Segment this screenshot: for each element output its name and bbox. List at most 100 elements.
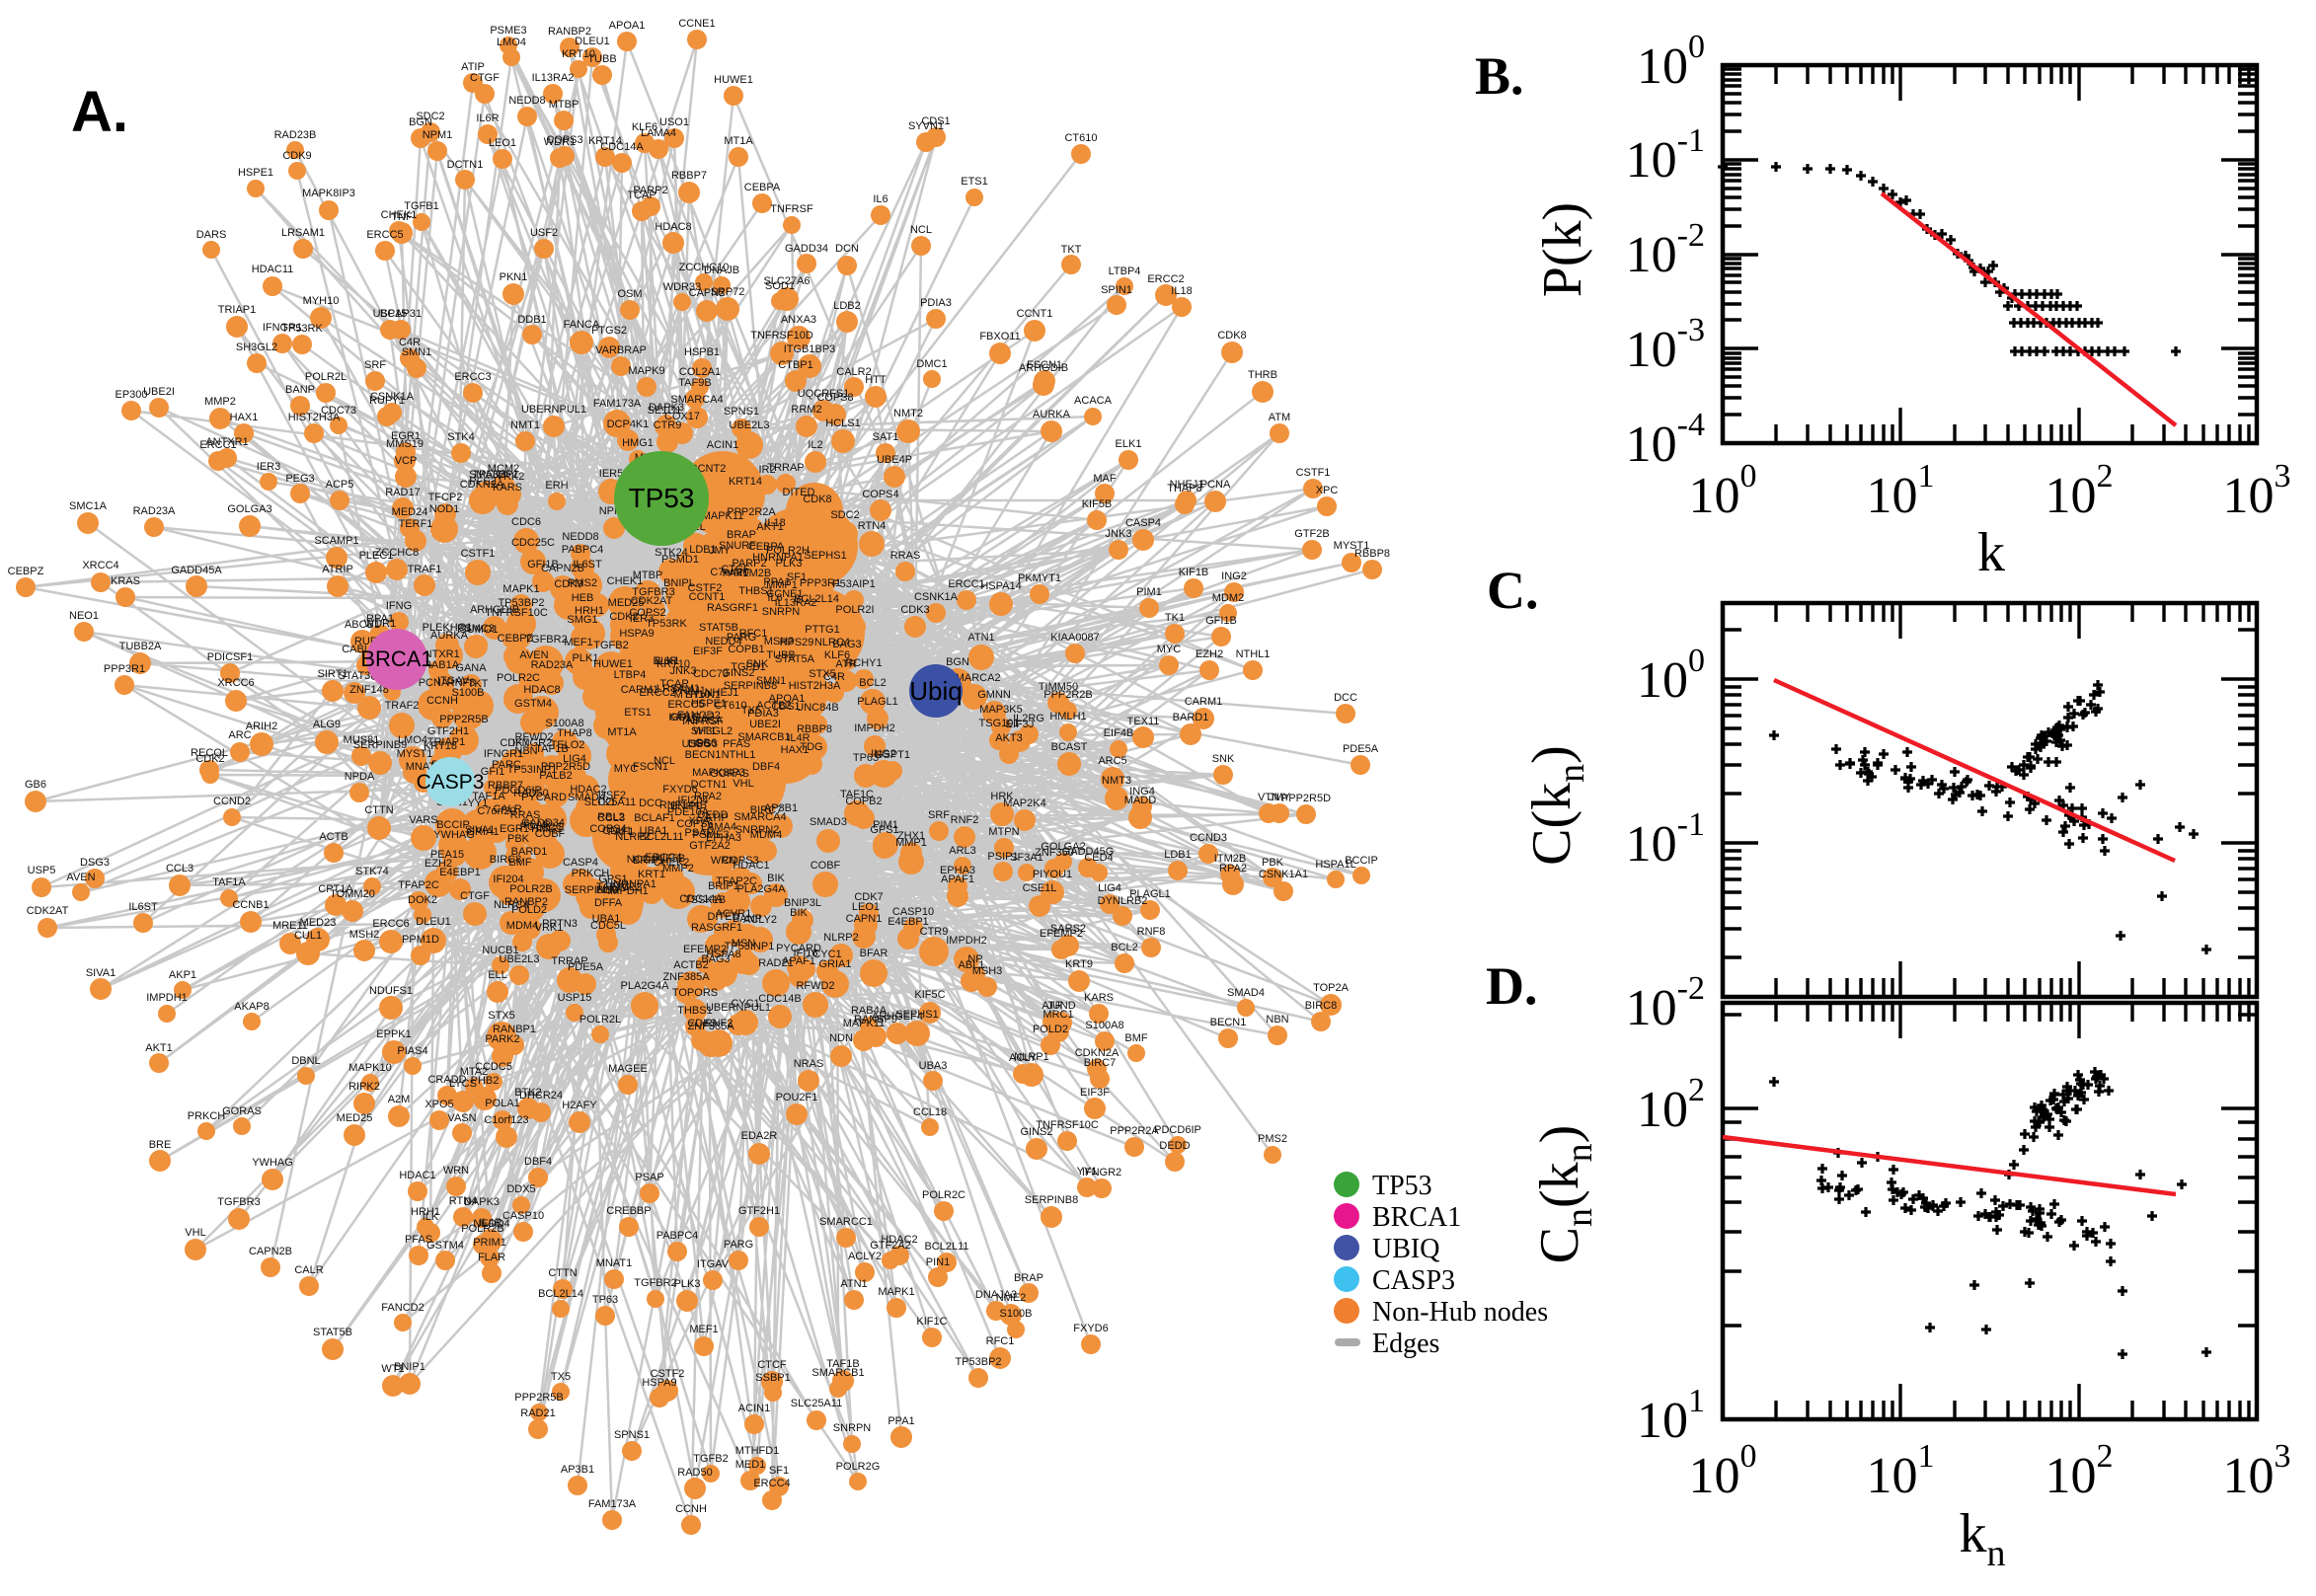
svg-text:DMC1: DMC1 (916, 358, 947, 370)
svg-text:EIF4B: EIF4B (1104, 727, 1134, 739)
svg-text:TFCP2: TFCP2 (428, 492, 463, 503)
svg-text:NLRP2: NLRP2 (615, 831, 650, 843)
svg-text:DAPK3: DAPK3 (649, 402, 684, 414)
svg-text:CTR9: CTR9 (920, 926, 949, 938)
svg-text:PYCARD: PYCARD (776, 943, 821, 954)
svg-text:RCHY1: RCHY1 (845, 657, 882, 669)
svg-text:CDK2: CDK2 (609, 611, 638, 623)
svg-text:PPP2R5D: PPP2R5D (1281, 793, 1331, 804)
svg-text:PARP2: PARP2 (633, 185, 667, 196)
svg-text:ATM: ATM (1269, 412, 1290, 423)
svg-text:COPS8: COPS8 (816, 392, 853, 404)
svg-text:P(k): P(k) (1532, 202, 1593, 297)
svg-text:ZNF385A: ZNF385A (687, 1021, 734, 1032)
svg-text:SMARCA2: SMARCA2 (948, 672, 1000, 684)
svg-text:STX5: STX5 (809, 668, 836, 680)
svg-text:GTF2B: GTF2B (1294, 528, 1329, 540)
svg-text:LEO1: LEO1 (489, 137, 516, 149)
svg-text:OSM: OSM (617, 288, 642, 300)
svg-text:RUFY1: RUFY1 (369, 395, 405, 407)
svg-text:PSIP1: PSIP1 (987, 851, 1018, 863)
svg-text:UBE4P: UBE4P (877, 454, 912, 466)
svg-text:HSPB1: HSPB1 (684, 346, 720, 358)
svg-text:TOP2A: TOP2A (1313, 982, 1350, 994)
svg-text:ATR: ATR (835, 658, 856, 670)
svg-text:LIG4: LIG4 (1098, 882, 1121, 894)
svg-text:PCNA: PCNA (419, 677, 449, 689)
svg-text:STK74: STK74 (355, 866, 389, 877)
svg-text:CDC73: CDC73 (321, 405, 356, 417)
svg-text:ING2: ING2 (1221, 570, 1247, 582)
svg-text:RAD23A: RAD23A (531, 659, 574, 671)
svg-text:CALR2: CALR2 (836, 366, 871, 378)
svg-text:TEX11: TEX11 (1127, 716, 1160, 727)
svg-text:ZNF385A: ZNF385A (662, 971, 710, 983)
svg-text:TNFRSF: TNFRSF (770, 203, 813, 215)
svg-text:CT610: CT610 (1064, 132, 1097, 144)
svg-text:ARC: ARC (228, 729, 251, 741)
svg-text:CALR: CALR (493, 803, 521, 815)
svg-text:SMC1A: SMC1A (69, 500, 108, 512)
svg-text:DNAJA3: DNAJA3 (975, 1289, 1017, 1301)
svg-text:DITED: DITED (708, 911, 740, 923)
svg-text:GSTM4: GSTM4 (426, 1240, 464, 1252)
svg-text:POLR2C: POLR2C (497, 672, 540, 684)
svg-text:CAPN2: CAPN2 (689, 287, 726, 299)
svg-text:NBN: NBN (514, 745, 537, 757)
svg-text:TUBB: TUBB (587, 53, 616, 65)
svg-text:DNAJB: DNAJB (704, 265, 739, 276)
svg-text:P53AIP1: P53AIP1 (832, 578, 875, 590)
svg-text:MAGEE: MAGEE (608, 1063, 648, 1075)
svg-text:WT1: WT1 (693, 725, 716, 737)
svg-text:SIRT1: SIRT1 (318, 668, 348, 680)
svg-text:TAF9B: TAF9B (678, 377, 711, 389)
svg-text:HNRNPA1: HNRNPA1 (605, 878, 656, 890)
svg-text:TIMM50: TIMM50 (1039, 681, 1078, 693)
svg-text:STAT5B: STAT5B (699, 622, 738, 634)
svg-text:CCNT1: CCNT1 (1017, 308, 1053, 320)
svg-text:KIF5C: KIF5C (914, 989, 945, 1001)
svg-text:DHCR24: DHCR24 (519, 1090, 563, 1102)
svg-text:GTF2A2: GTF2A2 (870, 1240, 911, 1252)
svg-text:MAPK1: MAPK1 (502, 583, 539, 595)
svg-text:AKAP8: AKAP8 (234, 1001, 269, 1013)
svg-text:ARC5: ARC5 (1098, 755, 1126, 767)
svg-text:SYVN1: SYVN1 (685, 689, 721, 701)
svg-text:PPP2R2A: PPP2R2A (1110, 1125, 1159, 1137)
svg-text:ERCC4: ERCC4 (645, 852, 681, 864)
svg-text:SERPINB8: SERPINB8 (1025, 1194, 1078, 1206)
svg-text:ATRIP: ATRIP (322, 564, 353, 575)
svg-text:NLRP1: NLRP1 (1014, 1051, 1048, 1063)
svg-text:SMAD3: SMAD3 (469, 469, 506, 481)
svg-text:CCL3: CCL3 (597, 812, 625, 824)
svg-text:MSN: MSN (732, 938, 756, 950)
svg-text:PRTN3: PRTN3 (542, 918, 578, 930)
svg-text:E4EBP1: E4EBP1 (888, 916, 929, 928)
svg-text:TP53RK: TP53RK (281, 323, 323, 335)
svg-text:KLF6: KLF6 (632, 121, 657, 133)
svg-text:IL18: IL18 (1171, 285, 1192, 297)
svg-text:GPS1: GPS1 (598, 874, 627, 885)
svg-text:PABPC4: PABPC4 (656, 1230, 699, 1242)
svg-text:EP300: EP300 (115, 389, 147, 401)
svg-text:FLAR: FLAR (523, 819, 551, 831)
svg-text:LIG4: LIG4 (563, 753, 586, 765)
svg-text:SDC2: SDC2 (416, 111, 444, 122)
svg-text:THAP8: THAP8 (1167, 483, 1201, 494)
svg-text:SEPHS1: SEPHS1 (895, 1009, 938, 1021)
svg-text:PIYOU1: PIYOU1 (1033, 869, 1072, 880)
svg-text:COX17: COX17 (664, 411, 700, 422)
svg-text:CUL1: CUL1 (294, 930, 322, 942)
svg-text:USP15: USP15 (558, 992, 592, 1004)
svg-text:EIF3F: EIF3F (693, 646, 723, 657)
svg-text:MAP3K5: MAP3K5 (979, 704, 1022, 716)
svg-text:TK1: TK1 (1165, 612, 1185, 624)
svg-text:MSH3: MSH3 (972, 965, 1003, 977)
svg-text:KRT9: KRT9 (1065, 958, 1093, 970)
svg-text:PRIM1: PRIM1 (473, 1237, 506, 1249)
svg-text:PLK1: PLK1 (573, 652, 599, 664)
svg-text:HIST2H3A: HIST2H3A (288, 412, 341, 423)
svg-text:USP5: USP5 (682, 738, 711, 750)
svg-text:HTT: HTT (865, 374, 887, 386)
svg-text:ZNF350: ZNF350 (1035, 847, 1074, 859)
